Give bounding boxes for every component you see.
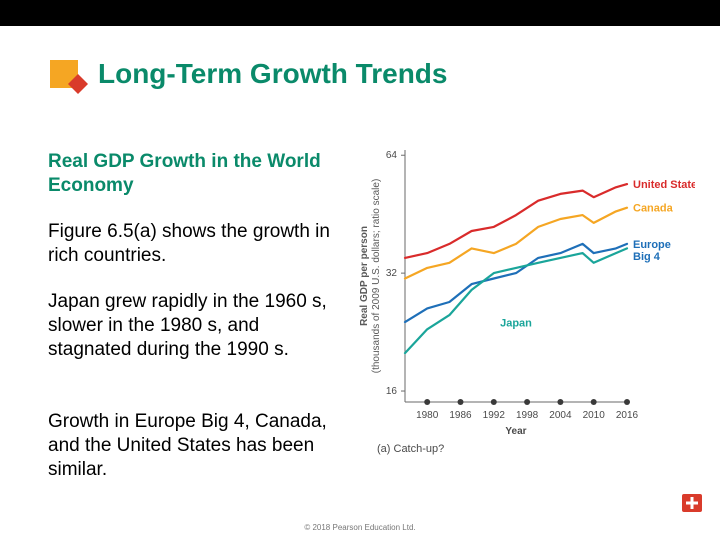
copyright-footer: © 2018 Pearson Education Ltd. [0,523,720,532]
svg-text:16: 16 [386,386,398,397]
subheading: Real GDP Growth in the World Economy [48,150,338,198]
svg-text:(thousands of 2009 U.S. dollar: (thousands of 2009 U.S. dollars; ratio s… [371,179,382,374]
svg-text:1986: 1986 [449,410,472,421]
gdp-growth-chart: 16 32 64 1980 1986 1992 1998 2004 2010 2016 Year (a… [355,140,695,460]
paragraph-1: Figure 6.5(a) shows the growth in rich c… [48,220,338,268]
paragraph-3: Growth in Europe Big 4, Canada, and the … [48,410,338,481]
corner-logo-icon [682,494,702,512]
svg-text:1992: 1992 [483,410,506,421]
svg-text:Year: Year [505,426,526,437]
svg-text:64: 64 [386,150,398,161]
svg-text:2004: 2004 [549,410,572,421]
chart-svg: 16 32 64 1980 1986 1992 1998 2004 2010 2016 Year (a… [355,140,695,460]
svg-text:32: 32 [386,268,398,279]
svg-text:Big 4: Big 4 [633,251,661,263]
svg-text:2010: 2010 [583,410,606,421]
svg-text:Europe: Europe [633,239,671,251]
svg-text:Japan: Japan [500,317,532,329]
svg-text:1980: 1980 [416,410,439,421]
title-icon [50,54,90,94]
svg-text:United States: United States [633,179,695,191]
svg-text:2016: 2016 [616,410,639,421]
page-title: Long-Term Growth Trends [98,58,447,90]
title-row: Long-Term Growth Trends [50,54,447,94]
svg-text:Real GDP per person: Real GDP per person [359,226,370,326]
svg-text:Canada: Canada [633,203,674,215]
top-black-bar [0,0,720,26]
svg-text:1998: 1998 [516,410,539,421]
paragraph-2: Japan grew rapidly in the 1960 s, slower… [48,290,338,361]
svg-text:(a) Catch-up?: (a) Catch-up? [377,443,444,455]
